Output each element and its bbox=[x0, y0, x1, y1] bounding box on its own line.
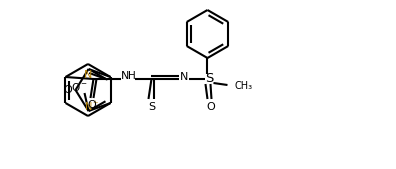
Text: $\mathregular{O^-}$: $\mathregular{O^-}$ bbox=[71, 81, 88, 93]
Text: $\mathregular{N^+}$: $\mathregular{N^+}$ bbox=[84, 99, 99, 113]
Text: CH₃: CH₃ bbox=[234, 81, 253, 91]
Text: N: N bbox=[121, 71, 129, 81]
Text: S: S bbox=[205, 73, 214, 86]
Text: N: N bbox=[180, 72, 188, 82]
Text: N: N bbox=[84, 70, 93, 80]
Text: O: O bbox=[206, 102, 215, 112]
Text: O: O bbox=[87, 100, 96, 110]
Text: S: S bbox=[148, 102, 155, 112]
Text: O: O bbox=[63, 85, 72, 95]
Text: H: H bbox=[128, 71, 135, 81]
